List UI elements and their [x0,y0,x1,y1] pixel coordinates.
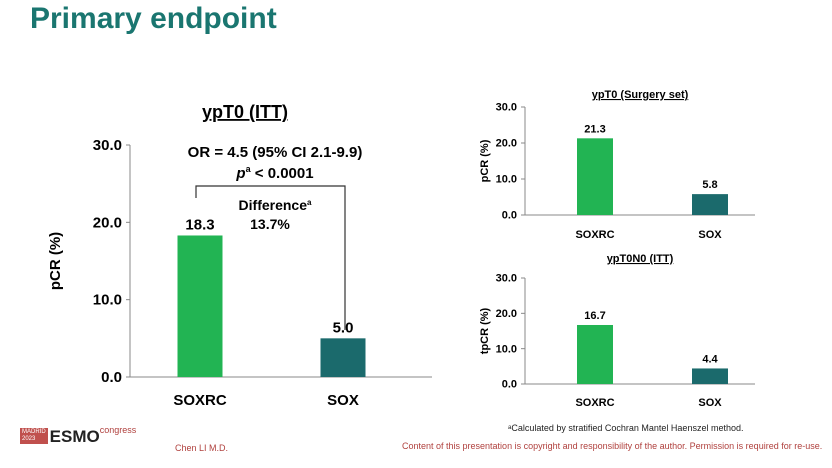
y-tick-label: 30.0 [93,137,122,154]
y-tick-label: 10.0 [496,343,517,355]
odds-ratio-label: OR = 4.5 (95% CI 2.1-9.9) [188,144,363,161]
y-tick-label: 0.0 [502,210,517,222]
data-label: 5.0 [333,319,354,336]
data-label: 16.7 [584,310,605,322]
y-tick-label: 30.0 [496,102,517,114]
chart-title: ypT0 (Surgery set) [592,89,689,101]
y-tick-label: 0.0 [502,379,517,391]
y-tick-label: 0.0 [101,369,122,386]
bar-soxrc [177,235,223,377]
difference-label: Differencea [239,197,312,213]
bar-sox [320,338,366,377]
chart-title: ypT0 (ITT) [202,102,288,122]
y-axis-label: pCR (%) [479,139,491,182]
x-tick-label: SOXRC [173,392,227,409]
y-tick-label: 10.0 [93,292,122,309]
chart-title: ypT0N0 (ITT) [607,253,674,265]
y-tick-label: 30.0 [496,273,517,285]
p-value-label: pa < 0.0001 [235,164,313,182]
y-tick-label: 10.0 [496,174,517,186]
data-label: 4.4 [702,353,718,365]
chart-0: ypT0 (ITT) 0.0 10.0 20.0 30.0 pCR (%) 18.3 SOXR… [47,102,432,409]
data-label: 21.3 [584,123,605,135]
bar-sox [692,368,728,384]
x-tick-label: SOXRC [575,229,614,241]
y-axis-label: tpCR (%) [479,307,491,354]
y-tick-label: 20.0 [496,138,517,150]
chart-1: ypT0 (Surgery set) 0.0 10.0 20.0 30.0 pCR (%)… [479,89,755,241]
data-label: 18.3 [185,216,214,233]
author-label: Chen LI M.D. [175,443,229,453]
y-tick-label: 20.0 [93,214,122,231]
difference-value: 13.7% [250,216,290,232]
esmo-logo: MADRID 2023 ESMO congress [20,425,137,446]
x-tick-label: SOXRC [575,397,614,409]
copyright-notice: Content of this presentation is copyrigh… [402,441,823,451]
slide-title: Primary endpoint [30,2,277,35]
main-chart-annotations: OR = 4.5 (95% CI 2.1-9.9) pa < 0.0001 Di… [188,144,363,330]
difference-bracket [195,185,346,330]
bar-sox [692,194,728,215]
footnote: ᵃCalculated by stratified Cochran Mantel… [508,423,744,433]
bar-soxrc [577,138,613,215]
x-tick-label: SOX [327,392,359,409]
y-tick-label: 20.0 [496,308,517,320]
bar-soxrc [577,324,613,384]
chart-2: ypT0N0 (ITT) 0.0 10.0 20.0 30.0 tpCR (%) 16.7 S… [479,253,755,409]
y-axis-label: pCR (%) [47,232,64,290]
data-label: 5.8 [702,179,717,191]
x-tick-label: SOX [698,397,722,409]
x-tick-label: SOX [698,229,722,241]
